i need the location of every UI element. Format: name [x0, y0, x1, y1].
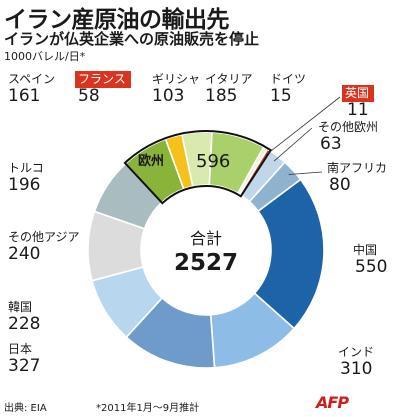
label-name-2: ギリシャ [152, 72, 200, 86]
source-note: 出典: EIA [4, 403, 47, 414]
label-value-13: 196 [8, 175, 40, 195]
label-value-3: 185 [205, 86, 237, 106]
eu-group-outline [123, 130, 273, 205]
label-value-10: 327 [8, 356, 40, 376]
label-value-9: 310 [340, 359, 372, 379]
label-value-0: 161 [8, 86, 40, 106]
label-name-10: 日本 [8, 342, 32, 356]
label-value-6: 63 [320, 134, 342, 154]
label-name-13: トルコ [8, 161, 44, 175]
label-name-4: ドイツ [270, 72, 306, 86]
label-name-12: その他アジア [8, 230, 80, 244]
leader-line-6 [273, 127, 313, 162]
label-value-1: 58 [78, 86, 100, 106]
eu-group-value: 596 [196, 151, 230, 172]
label-name-9: インド [338, 345, 374, 359]
chart-subtitle: イランが仏英企業への原油販売を停止 [4, 30, 260, 48]
label-name-6: その他欧州 [318, 120, 378, 134]
leader-line-5 [265, 96, 341, 156]
leader-line-7 [288, 171, 323, 175]
footnote: *2011年1月～9月推計 [96, 403, 200, 414]
label-value-2: 103 [152, 86, 184, 106]
label-name-5: 英国 [345, 86, 369, 100]
label-highlight-bg-5 [342, 85, 374, 102]
label-name-1: フランス [78, 72, 126, 86]
afp-logo: AFP [316, 393, 388, 414]
label-name-8: 中国 [353, 242, 377, 257]
eu-group-label: 欧州 [138, 153, 164, 169]
label-value-8: 550 [355, 257, 387, 277]
label-value-12: 240 [8, 244, 40, 264]
label-name-11: 韓国 [8, 300, 32, 314]
label-highlight-bg-1 [75, 71, 131, 88]
unit-label: 1000バレル/日* [4, 50, 86, 63]
label-name-3: イタリア [205, 72, 253, 86]
label-value-5: 11 [347, 100, 369, 120]
center-total-value: 2527 [174, 250, 238, 276]
center-total-label: 合計 [190, 229, 222, 248]
label-value-11: 228 [8, 314, 40, 334]
label-name-0: スペイン [8, 72, 55, 86]
chart-title: イラン産原油の輸出先 [4, 7, 230, 33]
label-value-4: 15 [270, 86, 292, 106]
label-value-7: 80 [329, 175, 351, 195]
label-name-7: 南アフリカ [327, 160, 387, 175]
